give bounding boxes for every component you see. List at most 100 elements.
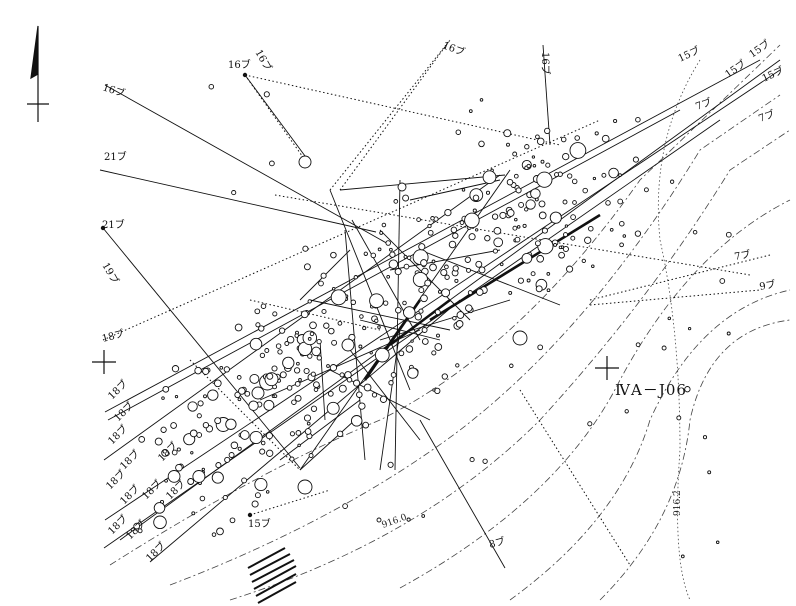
artifact-point xyxy=(229,517,236,524)
artifact-point xyxy=(377,247,382,252)
artifact-point xyxy=(424,279,432,287)
artifact-point xyxy=(715,540,720,545)
hatched-feature xyxy=(247,547,297,604)
artifact-point xyxy=(676,415,682,421)
artifact-point xyxy=(176,447,181,452)
artifact-point xyxy=(187,478,195,485)
artifact-point xyxy=(266,372,274,380)
artifact-point xyxy=(260,303,267,309)
artifact-point xyxy=(277,349,283,355)
artifact-point xyxy=(263,91,270,98)
artifact-point xyxy=(512,151,518,157)
artifact-point xyxy=(350,299,357,306)
artifact-point xyxy=(310,371,316,377)
artifact-point xyxy=(196,432,203,438)
artifact-point xyxy=(244,390,251,397)
artifact-point xyxy=(251,386,265,400)
artifact-point xyxy=(574,135,580,141)
artifact-point xyxy=(303,263,311,271)
refit-line xyxy=(102,227,301,469)
artifact-point xyxy=(211,471,224,484)
artifact-point xyxy=(133,522,141,530)
artifact-point xyxy=(667,316,672,321)
artifact-point xyxy=(255,322,261,328)
artifact-point xyxy=(429,263,437,272)
artifact-point xyxy=(362,421,370,429)
artifact-point xyxy=(341,338,355,352)
artifact-point xyxy=(526,163,531,169)
artifact-point xyxy=(219,365,224,370)
artifact-point xyxy=(297,443,301,448)
artifact-point xyxy=(207,389,219,401)
artifact-point xyxy=(521,252,533,264)
refit-label: 18ブ xyxy=(139,477,164,502)
artifact-point xyxy=(427,223,432,229)
artifact-point xyxy=(208,83,215,90)
artifact-point xyxy=(506,178,514,186)
artifact-point xyxy=(403,254,408,259)
artifact-point xyxy=(479,98,484,102)
artifact-point xyxy=(581,258,586,264)
refit-line-thick xyxy=(429,213,601,322)
artifact-point xyxy=(393,199,399,204)
artifact-point xyxy=(562,245,569,253)
artifact-point xyxy=(421,514,426,518)
artifact-point xyxy=(536,171,553,188)
artifact-point xyxy=(394,268,402,276)
artifact-point xyxy=(390,372,397,378)
artifact-point xyxy=(508,290,513,295)
artifact-point xyxy=(531,155,536,159)
artifact-point xyxy=(234,391,241,399)
artifact-point xyxy=(403,306,416,319)
artifact-point xyxy=(455,129,462,135)
refit-label: 19ブ xyxy=(99,260,122,286)
artifact-point xyxy=(202,367,210,375)
artifact-point xyxy=(455,320,464,328)
artifact-point xyxy=(326,401,340,415)
artifact-point xyxy=(493,226,502,235)
artifact-point xyxy=(385,240,391,246)
artifact-point xyxy=(327,390,334,397)
artifact-point xyxy=(421,338,429,345)
artifact-point xyxy=(405,345,414,353)
artifact-point xyxy=(475,260,483,268)
artifact-point xyxy=(525,199,536,210)
artifact-point xyxy=(197,400,204,407)
artifact-point xyxy=(594,131,599,136)
artifact-point xyxy=(562,199,568,205)
artifact-point xyxy=(537,344,544,351)
artifact-point xyxy=(570,235,576,241)
artifact-point xyxy=(171,365,180,373)
artifact-point xyxy=(153,515,167,530)
refit-line xyxy=(339,174,506,191)
artifact-point xyxy=(560,136,567,143)
artifact-point xyxy=(353,379,361,387)
artifact-point xyxy=(546,272,551,276)
artifact-point xyxy=(472,208,477,213)
artifact-point xyxy=(307,337,312,341)
artifact-point xyxy=(369,293,384,309)
artifact-point xyxy=(532,163,537,168)
artifact-point xyxy=(331,286,336,291)
artifact-point xyxy=(254,492,261,499)
refit-label: 18ブ xyxy=(100,326,125,344)
artifact-point xyxy=(298,378,302,382)
artifact-point xyxy=(329,364,338,372)
artifact-point xyxy=(546,288,551,293)
artifact-point xyxy=(213,379,222,388)
artifact-point xyxy=(692,229,698,235)
refit-line xyxy=(103,174,501,461)
artifact-point xyxy=(358,402,366,410)
artifact-point xyxy=(234,323,243,332)
refit-line xyxy=(104,59,761,413)
artifact-point xyxy=(420,259,428,267)
artifact-point xyxy=(524,144,530,150)
refit-label: 7ブ xyxy=(757,107,777,125)
refit-label: 9ブ xyxy=(758,277,776,293)
artifact-point xyxy=(259,352,266,359)
artifact-point xyxy=(307,299,312,304)
refit-line xyxy=(244,74,309,161)
refit-line-dotted xyxy=(519,389,631,566)
artifact-point xyxy=(339,372,345,378)
refit-label: 18ブ xyxy=(117,482,142,507)
